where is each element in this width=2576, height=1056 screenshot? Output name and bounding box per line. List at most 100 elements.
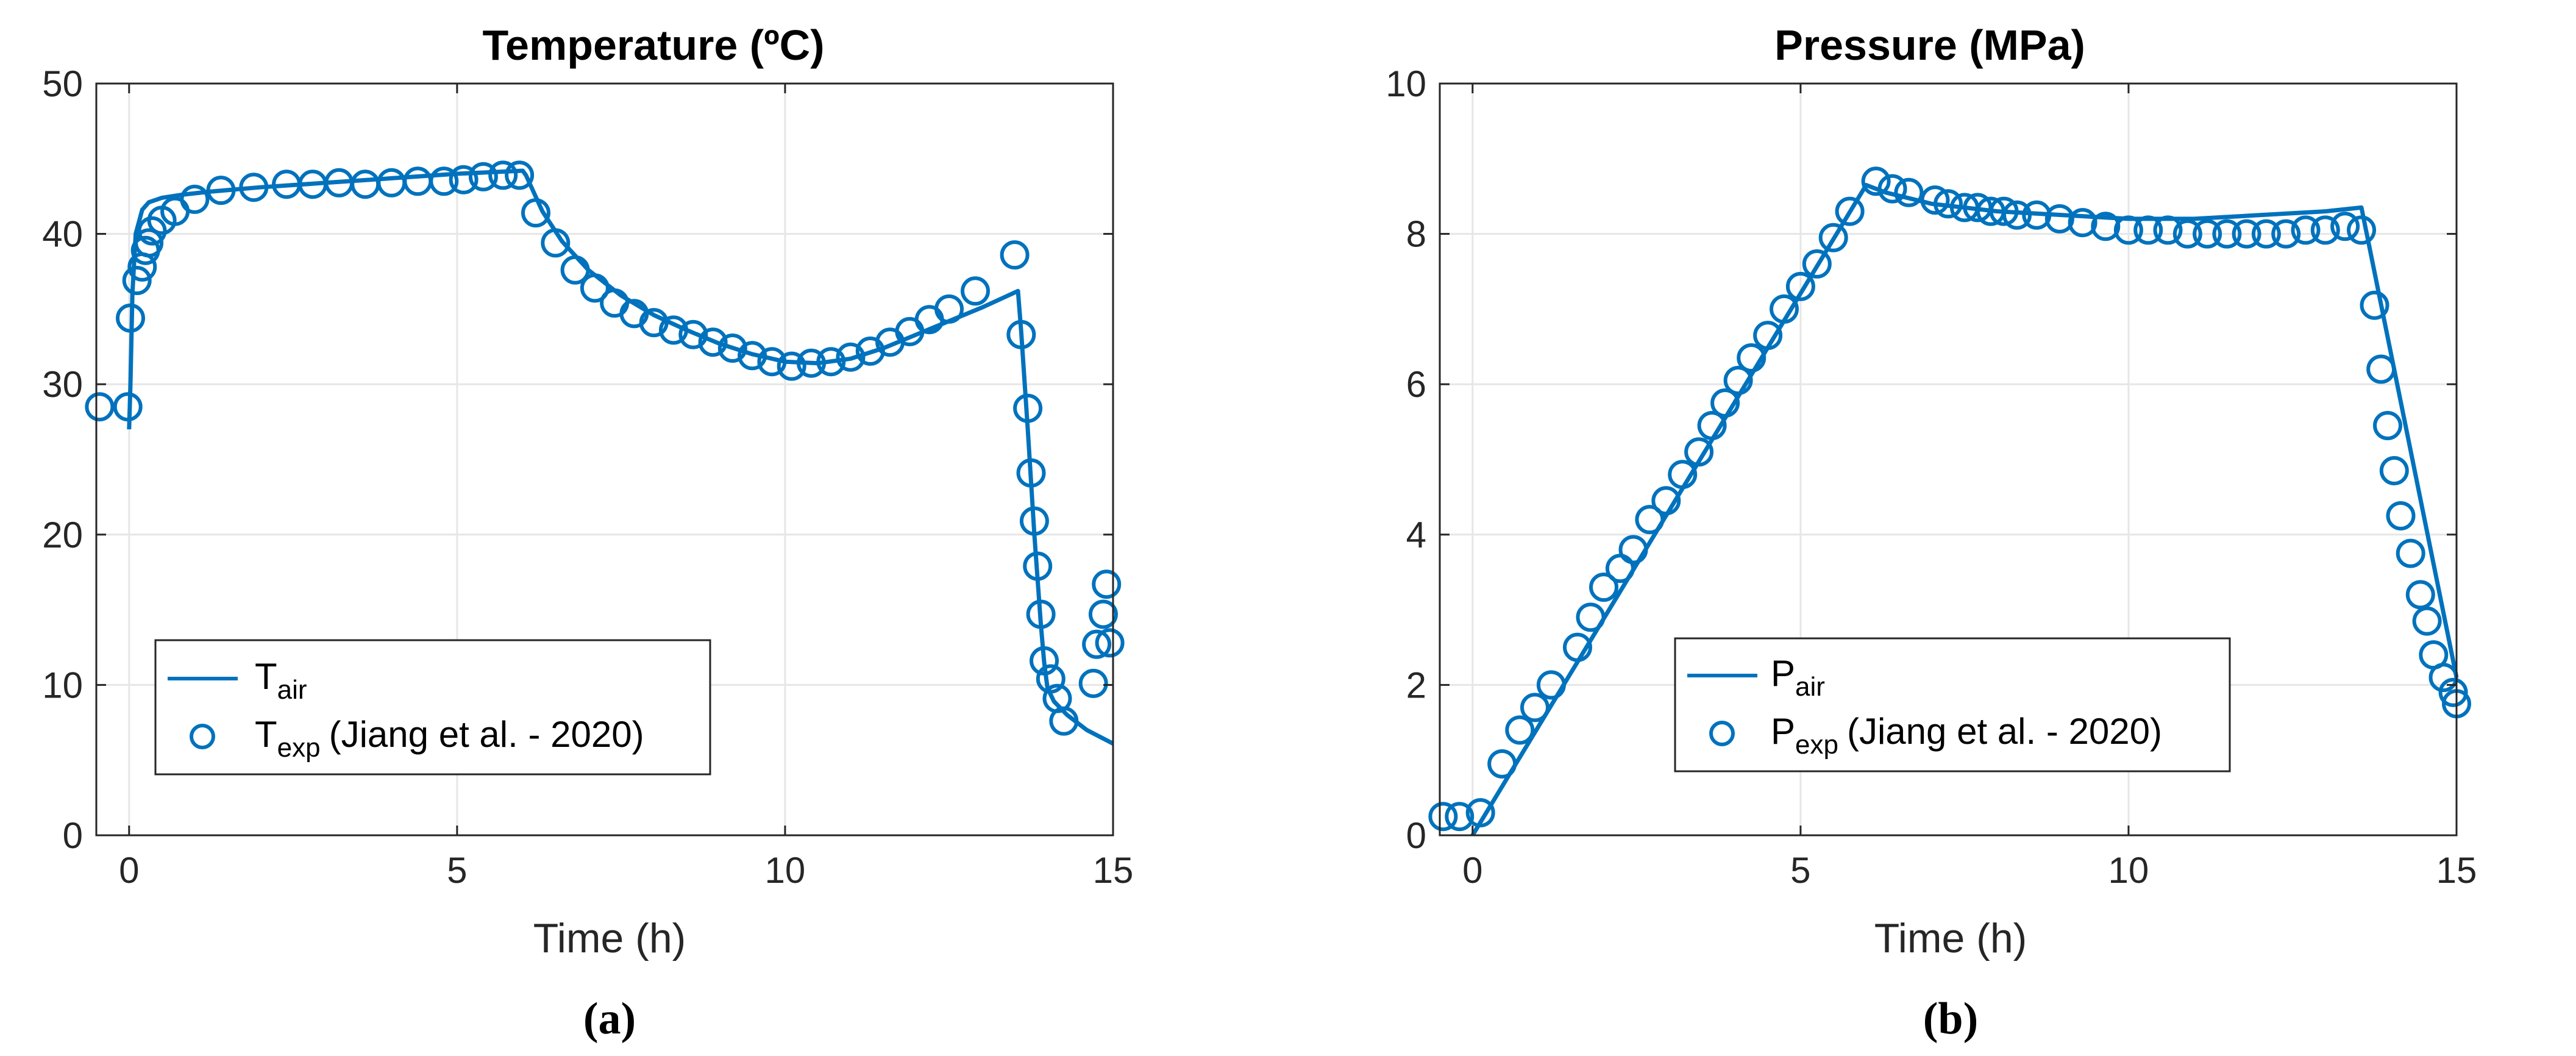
- data-point: [1802, 249, 1832, 279]
- data-point: [1684, 437, 1714, 467]
- data-point: [757, 347, 787, 377]
- x-tick-label: 10: [765, 850, 806, 891]
- data-point: [1016, 458, 1046, 488]
- data-point: [1785, 271, 1815, 301]
- data-point: [1835, 196, 1865, 226]
- data-point: [113, 392, 143, 422]
- data-point: [1078, 668, 1108, 698]
- data-point: [2291, 215, 2321, 245]
- data-point: [1563, 632, 1592, 662]
- data-point: [1894, 177, 1924, 207]
- x-tick-label: 10: [2108, 850, 2149, 891]
- data-point: [1635, 505, 1665, 535]
- data-point: [1723, 366, 1753, 395]
- data-point: [1006, 319, 1036, 349]
- y-tick-label: 50: [42, 63, 83, 104]
- chart-title: Pressure (MPa): [1774, 21, 2085, 69]
- y-tick-label: 6: [1406, 364, 1426, 405]
- x-tick-label: 5: [447, 850, 467, 891]
- data-point: [429, 166, 459, 196]
- y-tick-label: 0: [63, 815, 83, 856]
- y-tick-label: 8: [1406, 214, 1426, 255]
- legend-main: P: [1771, 653, 1795, 694]
- data-point: [1019, 506, 1049, 536]
- tick-labels: 0 5 10 15 0 2 4 6 8 10: [1386, 63, 2477, 891]
- data-point: [560, 255, 590, 285]
- data-point: [2412, 606, 2442, 636]
- legend-box: [154, 639, 711, 776]
- data-point: [521, 198, 550, 228]
- data-point: [816, 347, 846, 377]
- series-line: [127, 168, 1114, 746]
- data-point: [777, 351, 806, 381]
- data-point: [717, 334, 747, 363]
- legend-entry-exp: Pexp (Jiang et al. - 2020): [1771, 711, 2162, 760]
- data-point: [1445, 802, 1475, 832]
- legend-tail: (Jiang et al. - 2020): [329, 714, 644, 755]
- x-axis-label: Time (h): [533, 915, 686, 961]
- legend-entry-air: Pair: [1771, 653, 1825, 702]
- data-point: [639, 308, 669, 338]
- legend-subscript: exp: [1795, 730, 1838, 760]
- legend-subscript: air: [1795, 672, 1825, 702]
- panel-label-a: (a): [583, 994, 636, 1044]
- data-point: [2330, 212, 2360, 241]
- legend-marker-swatch: [190, 724, 215, 749]
- data-point: [2172, 219, 2202, 249]
- axes-frame: [95, 82, 1114, 837]
- data-point: [180, 184, 210, 214]
- data-point: [449, 165, 479, 194]
- legend-main: P: [1771, 711, 1795, 752]
- data-point: [1520, 693, 1550, 722]
- data-point: [239, 173, 269, 202]
- axes-frame: [1439, 82, 2458, 837]
- data-point: [1428, 802, 1458, 832]
- data-point: [2438, 677, 2468, 707]
- data-point: [580, 273, 610, 303]
- data-point: [2366, 354, 2396, 384]
- data-point: [1877, 174, 1907, 204]
- data-point: [1861, 166, 1891, 196]
- data-point: [206, 176, 236, 205]
- data-point: [1505, 715, 1535, 745]
- series-group: [1428, 166, 2471, 837]
- pressure-chart: Pressure (MPa) 0 5 10 15 0 2 4 6 8 10 Time (h) Pa…: [1386, 21, 2477, 1044]
- data-point: [1026, 599, 1056, 629]
- chart-title: Temperature (ºC): [482, 21, 824, 69]
- data-point: [2386, 501, 2416, 530]
- data-point: [797, 348, 826, 378]
- data-point: [1576, 602, 1606, 632]
- data-point: [1618, 535, 1648, 565]
- data-point: [1989, 196, 2019, 226]
- data-point: [468, 162, 498, 191]
- data-point: [698, 327, 728, 357]
- data-point: [659, 315, 688, 345]
- y-tick-label: 40: [42, 214, 83, 255]
- data-point: [678, 319, 708, 349]
- x-tick-label: 15: [1093, 850, 1134, 891]
- data-point: [1487, 749, 1517, 779]
- data-point: [2271, 219, 2301, 249]
- legend: Tair Texp (Jiang et al. - 2020): [154, 639, 711, 776]
- legend-tail: (Jiang et al. - 2020): [1847, 711, 2162, 752]
- y-tick-label: 0: [1406, 815, 1426, 856]
- data-point: [2379, 456, 2409, 485]
- data-point: [1589, 573, 1618, 602]
- data-point: [2373, 411, 2402, 440]
- data-point: [1536, 670, 1566, 700]
- data-point: [1818, 223, 1848, 252]
- data-point: [2360, 290, 2389, 320]
- data-point: [137, 216, 167, 246]
- tick-labels: 0 5 10 15 0 10 20 30 40 50: [42, 63, 1133, 891]
- data-point: [2347, 215, 2376, 245]
- data-point: [1920, 185, 1950, 215]
- data-point: [2133, 215, 2163, 245]
- y-tick-label: 20: [42, 515, 83, 555]
- data-point: [2002, 200, 2032, 230]
- data-point: [1934, 189, 1963, 219]
- legend-subscript: air: [277, 675, 307, 705]
- data-point: [116, 303, 145, 333]
- data-point: [836, 342, 866, 372]
- data-point: [1668, 460, 1698, 490]
- data-point: [1030, 646, 1059, 676]
